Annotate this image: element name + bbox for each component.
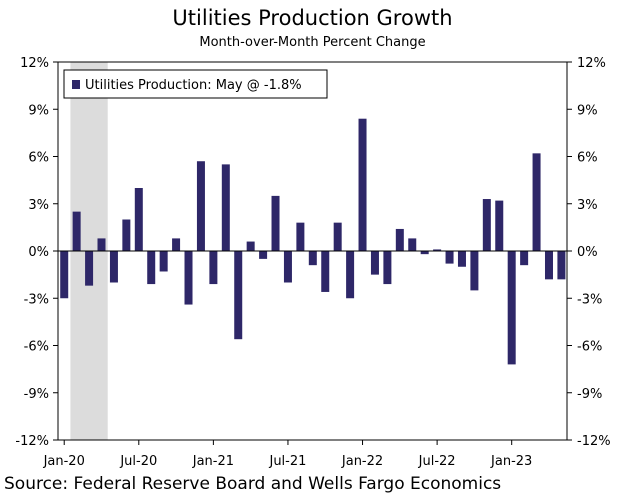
- bar: [495, 200, 504, 251]
- bar: [532, 153, 541, 251]
- x-tick-label: Jul-22: [418, 454, 456, 469]
- y-tick-label-left: -6%: [24, 340, 49, 355]
- bar: [147, 251, 156, 285]
- bar: [308, 251, 317, 266]
- y-tick-label-left: -3%: [24, 292, 49, 307]
- bar: [234, 251, 243, 340]
- chart-subtitle: Month-over-Month Percent Change: [199, 35, 426, 50]
- bar: [184, 251, 193, 305]
- bar: [544, 251, 553, 280]
- bar: [246, 241, 255, 251]
- bar: [209, 251, 218, 285]
- y-tick-label-left: 6%: [28, 151, 49, 166]
- bar: [420, 251, 429, 255]
- bar: [296, 222, 305, 251]
- bar: [457, 251, 466, 267]
- y-tick-label-left: 3%: [28, 198, 49, 213]
- chart-source: Source: Federal Reserve Board and Wells …: [4, 474, 502, 494]
- bar: [383, 251, 392, 285]
- y-tick-label-left: 12%: [20, 56, 49, 71]
- bar: [97, 238, 106, 251]
- y-tick-label-right: 9%: [577, 103, 598, 118]
- bar: [433, 249, 442, 251]
- bar: [109, 251, 118, 283]
- bar: [507, 251, 516, 365]
- bar: [408, 238, 417, 251]
- legend-swatch: [72, 80, 80, 89]
- bar: [482, 199, 491, 251]
- y-tick-label-right: 6%: [577, 151, 598, 166]
- y-tick-label-right: 3%: [577, 198, 598, 213]
- bar: [470, 251, 479, 291]
- bar: [60, 251, 69, 299]
- bar: [259, 251, 268, 259]
- bar: [358, 118, 367, 251]
- bar: [196, 161, 205, 251]
- bar: [159, 251, 168, 272]
- y-tick-label-left: 9%: [28, 103, 49, 118]
- y-tick-label-right: 12%: [577, 56, 606, 71]
- y-tick-label-right: -6%: [577, 340, 602, 355]
- y-tick-label-right: -12%: [577, 434, 611, 449]
- x-tick-label: Jan-23: [490, 454, 532, 469]
- bar: [221, 164, 230, 252]
- bar: [271, 195, 280, 252]
- bar: [72, 211, 81, 252]
- bar: [283, 251, 292, 283]
- bar: [172, 238, 181, 251]
- x-tick-label: Jan-22: [341, 454, 383, 469]
- y-tick-label-right: -3%: [577, 292, 602, 307]
- bar: [134, 188, 143, 251]
- legend-box: [63, 69, 328, 99]
- x-tick-label: Jan-20: [43, 454, 85, 469]
- legend-label: Utilities Production: May @ -1.8%: [85, 78, 302, 93]
- y-tick-label-left: 0%: [28, 245, 49, 260]
- bar: [557, 251, 566, 280]
- x-tick-label: Jan-21: [192, 454, 234, 469]
- bar: [395, 228, 404, 251]
- y-tick-label-left: -12%: [15, 434, 49, 449]
- y-tick-label-right: -9%: [577, 387, 602, 402]
- chart-title: Utilities Production Growth: [172, 6, 453, 30]
- y-tick-label-right: 0%: [577, 245, 598, 260]
- bar: [346, 251, 355, 299]
- bar: [370, 251, 379, 275]
- legend: Utilities Production: May @ -1.8%: [63, 69, 328, 99]
- bar: [122, 219, 131, 251]
- y-tick-label-left: -9%: [24, 387, 49, 402]
- bar: [85, 251, 94, 286]
- bar: [333, 222, 342, 251]
- bar: [321, 251, 330, 292]
- x-tick-label: Jul-20: [119, 454, 157, 469]
- x-tick-label: Jul-21: [268, 454, 306, 469]
- bar: [445, 251, 454, 264]
- bar: [520, 251, 529, 266]
